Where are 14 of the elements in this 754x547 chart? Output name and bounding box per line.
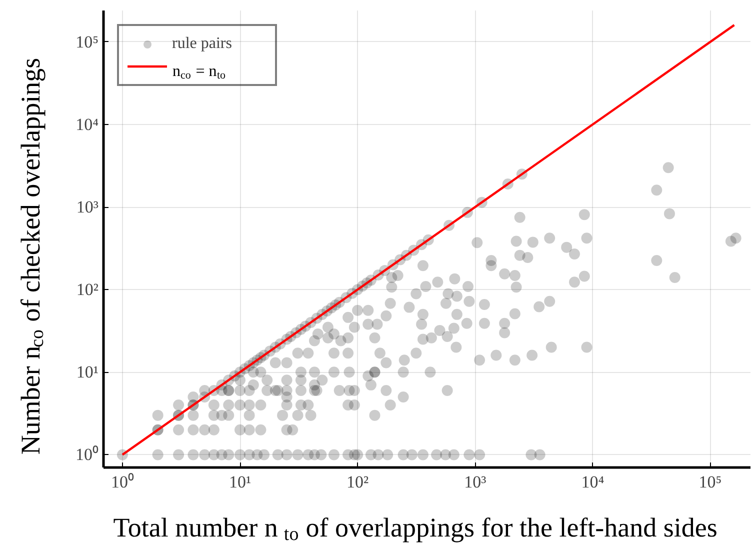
y-tick-label: 10⁰ [76,445,98,464]
legend-label: rule pairs [172,34,233,54]
y-tick-label: 10² [76,280,99,300]
y-axis-title: Number nco of checked overlappings [16,58,48,455]
y-tick-label: 10⁵ [76,32,99,52]
y-tick-label: 10¹ [76,362,99,382]
x-tick-label: 10³ [464,472,486,492]
x-tick-label: 10² [346,472,369,492]
y-tick-label: 10⁴ [76,114,99,134]
x-tick-label: 10¹ [228,472,252,492]
x-tick-label: 10⁵ [698,472,722,492]
y-tick-label: 10³ [76,198,99,217]
x-tick-label: 10⁴ [581,472,604,492]
x-tick-label: 10⁰ [110,472,134,492]
